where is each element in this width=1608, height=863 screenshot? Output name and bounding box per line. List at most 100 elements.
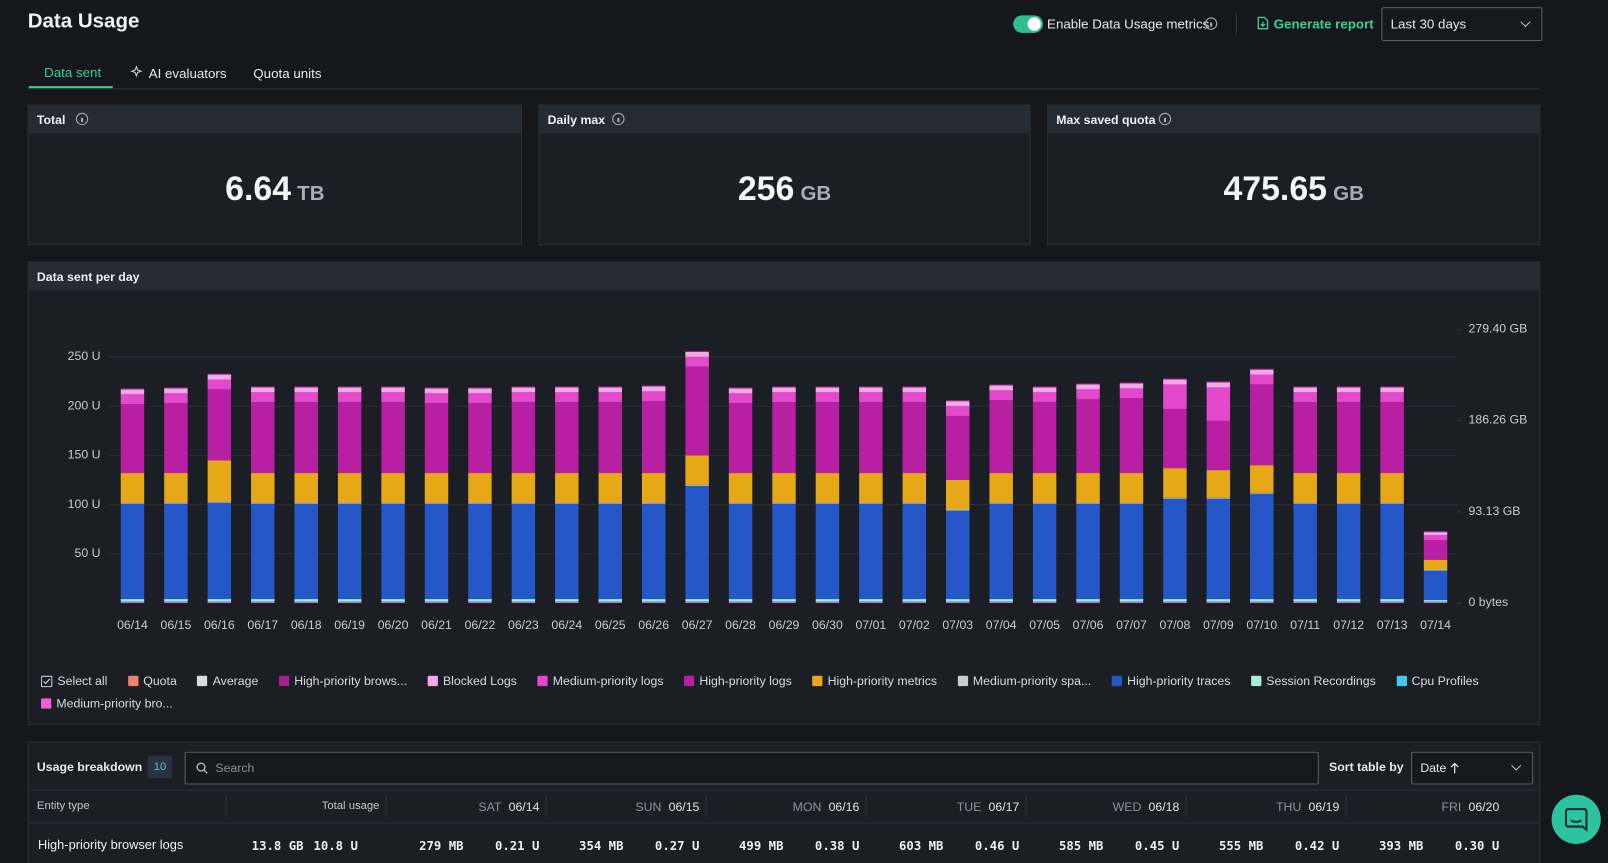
tab[interactable]: Data sent: [44, 64, 102, 80]
range-value: Last 30 days: [1390, 16, 1467, 32]
legend-label: Blocked Logs: [442, 673, 517, 689]
tab[interactable]: Quota units: [253, 65, 322, 82]
value: 6.64: [225, 169, 292, 208]
cell: 279 MB: [419, 838, 464, 854]
legend-label: Medium-priority spa...: [972, 673, 1092, 689]
metrics-toggle[interactable]: [1013, 15, 1043, 33]
card-value: 256 GB: [539, 169, 1029, 208]
day: THU: [1276, 799, 1302, 815]
unit: GB: [800, 182, 832, 206]
legend-swatch: [41, 698, 52, 709]
legend-item[interactable]: Select all: [41, 674, 107, 688]
sort-label: Sort table by: [1329, 759, 1404, 775]
unit: GB: [1333, 182, 1364, 206]
sort-value: Date: [1420, 760, 1447, 776]
divider: [1235, 13, 1237, 34]
legend-item[interactable]: Medium-priority spa...: [957, 673, 1092, 689]
table-title: Usage breakdown: [36, 759, 143, 775]
page-title: Data Usage: [27, 10, 140, 33]
tab[interactable]: AI evaluators: [148, 65, 227, 82]
card-value: 475.65 GB: [1048, 169, 1539, 208]
value: 475.65: [1223, 169, 1327, 208]
legend-item[interactable]: High-priority logs: [684, 674, 792, 688]
legend-item[interactable]: Quota: [127, 673, 177, 689]
legend-swatch: [537, 675, 548, 687]
chart-header: Data sent per day: [28, 262, 1540, 291]
column-header: TUE 06/17: [957, 800, 1020, 814]
search-box[interactable]: Search: [184, 751, 1319, 785]
legend-item[interactable]: Medium-priority bro...: [41, 696, 173, 711]
chart-panel: Data sent per day: [27, 261, 1541, 726]
cell: 585 MB: [1058, 838, 1104, 854]
tab-underline: [28, 86, 113, 89]
date: 06/15: [668, 799, 700, 815]
legend-label: Medium-priority bro...: [56, 696, 173, 711]
toggle-label: Enable Data Usage metrics: [1047, 16, 1210, 32]
cell: 0.21 U: [494, 838, 540, 854]
cell: 393 MB: [1378, 838, 1424, 854]
day: WED: [1112, 799, 1142, 815]
info-icon[interactable]: [1204, 17, 1218, 30]
date: 06/14: [508, 799, 540, 815]
legend-swatch: [1396, 675, 1407, 687]
column-separator: [705, 795, 707, 817]
search-icon: [196, 762, 208, 774]
column-header: THU 06/19: [1276, 800, 1339, 814]
info-icon[interactable]: [612, 112, 625, 126]
legend-item[interactable]: Average: [197, 674, 258, 688]
legend-swatch: [684, 675, 695, 687]
table: Entity type Total usage SAT 06/14 SUN 06/15…: [29, 742, 1542, 863]
column-header: FRI 06/20: [1441, 800, 1499, 814]
cell: 0.42 U: [1294, 838, 1340, 854]
date: 06/18: [1148, 799, 1180, 815]
table-panel: Usage breakdown 10 Search Sort table by …: [27, 741, 1542, 863]
card-title: Total: [36, 112, 66, 128]
date: 06/20: [1468, 799, 1500, 815]
column-header: Entity type: [36, 799, 90, 813]
chart-title: Data sent per day: [36, 269, 140, 285]
legend-item[interactable]: Medium-priority logs: [537, 673, 664, 689]
legend-item[interactable]: High-priority brows...: [278, 673, 408, 689]
checkbox[interactable]: [41, 675, 53, 687]
legend-label: Quota: [143, 673, 177, 689]
range-dropdown[interactable]: Last 30 days: [1381, 7, 1543, 42]
legend-label: High-priority traces: [1127, 673, 1231, 689]
legend-label: Cpu Profiles: [1411, 673, 1479, 689]
chat-button[interactable]: [1551, 794, 1601, 844]
cell: 13.8 GB: [251, 838, 304, 854]
legend-label: Session Recordings: [1266, 673, 1376, 689]
card-header: Max saved quota: [1048, 105, 1540, 134]
legend-item[interactable]: Session Recordings: [1250, 673, 1376, 689]
count-badge: 10: [147, 755, 173, 779]
legend-label: High-priority brows...: [294, 673, 408, 689]
legend-label: Medium-priority logs: [552, 673, 664, 689]
row-border: [28, 822, 1540, 824]
tab-border: [27, 88, 1541, 90]
info-icon[interactable]: [1158, 112, 1172, 126]
legend-item[interactable]: High-priority traces: [1111, 673, 1231, 689]
sort-dropdown[interactable]: Date: [1411, 751, 1534, 785]
legend-item[interactable]: Cpu Profiles: [1396, 673, 1479, 689]
column-header: MON 06/16: [793, 800, 860, 814]
generate-report-button[interactable]: Generate report: [1273, 16, 1374, 32]
cell: 499 MB: [739, 838, 784, 854]
card-value: 6.64 TB: [29, 169, 521, 208]
stat-card: Total 6.64 TB: [27, 104, 522, 246]
info-icon[interactable]: [75, 112, 89, 126]
legend-swatch: [197, 675, 208, 687]
date: 06/19: [1308, 799, 1340, 815]
legend-item[interactable]: High-priority metrics: [812, 674, 937, 688]
column-header: SAT 06/14: [478, 800, 539, 814]
cell: 0.30 U: [1454, 838, 1500, 854]
cell: 0.27 U: [654, 838, 700, 854]
column-header: SUN 06/15: [635, 800, 699, 814]
day: MON: [792, 799, 822, 815]
cell: 10.8 U: [313, 838, 358, 854]
legend-swatch: [812, 675, 823, 687]
unit: TB: [297, 182, 325, 206]
day: SAT: [478, 799, 502, 815]
legend-label: High-priority metrics: [827, 673, 938, 689]
cell: 603 MB: [899, 838, 944, 854]
legend-item[interactable]: Blocked Logs: [427, 673, 517, 689]
